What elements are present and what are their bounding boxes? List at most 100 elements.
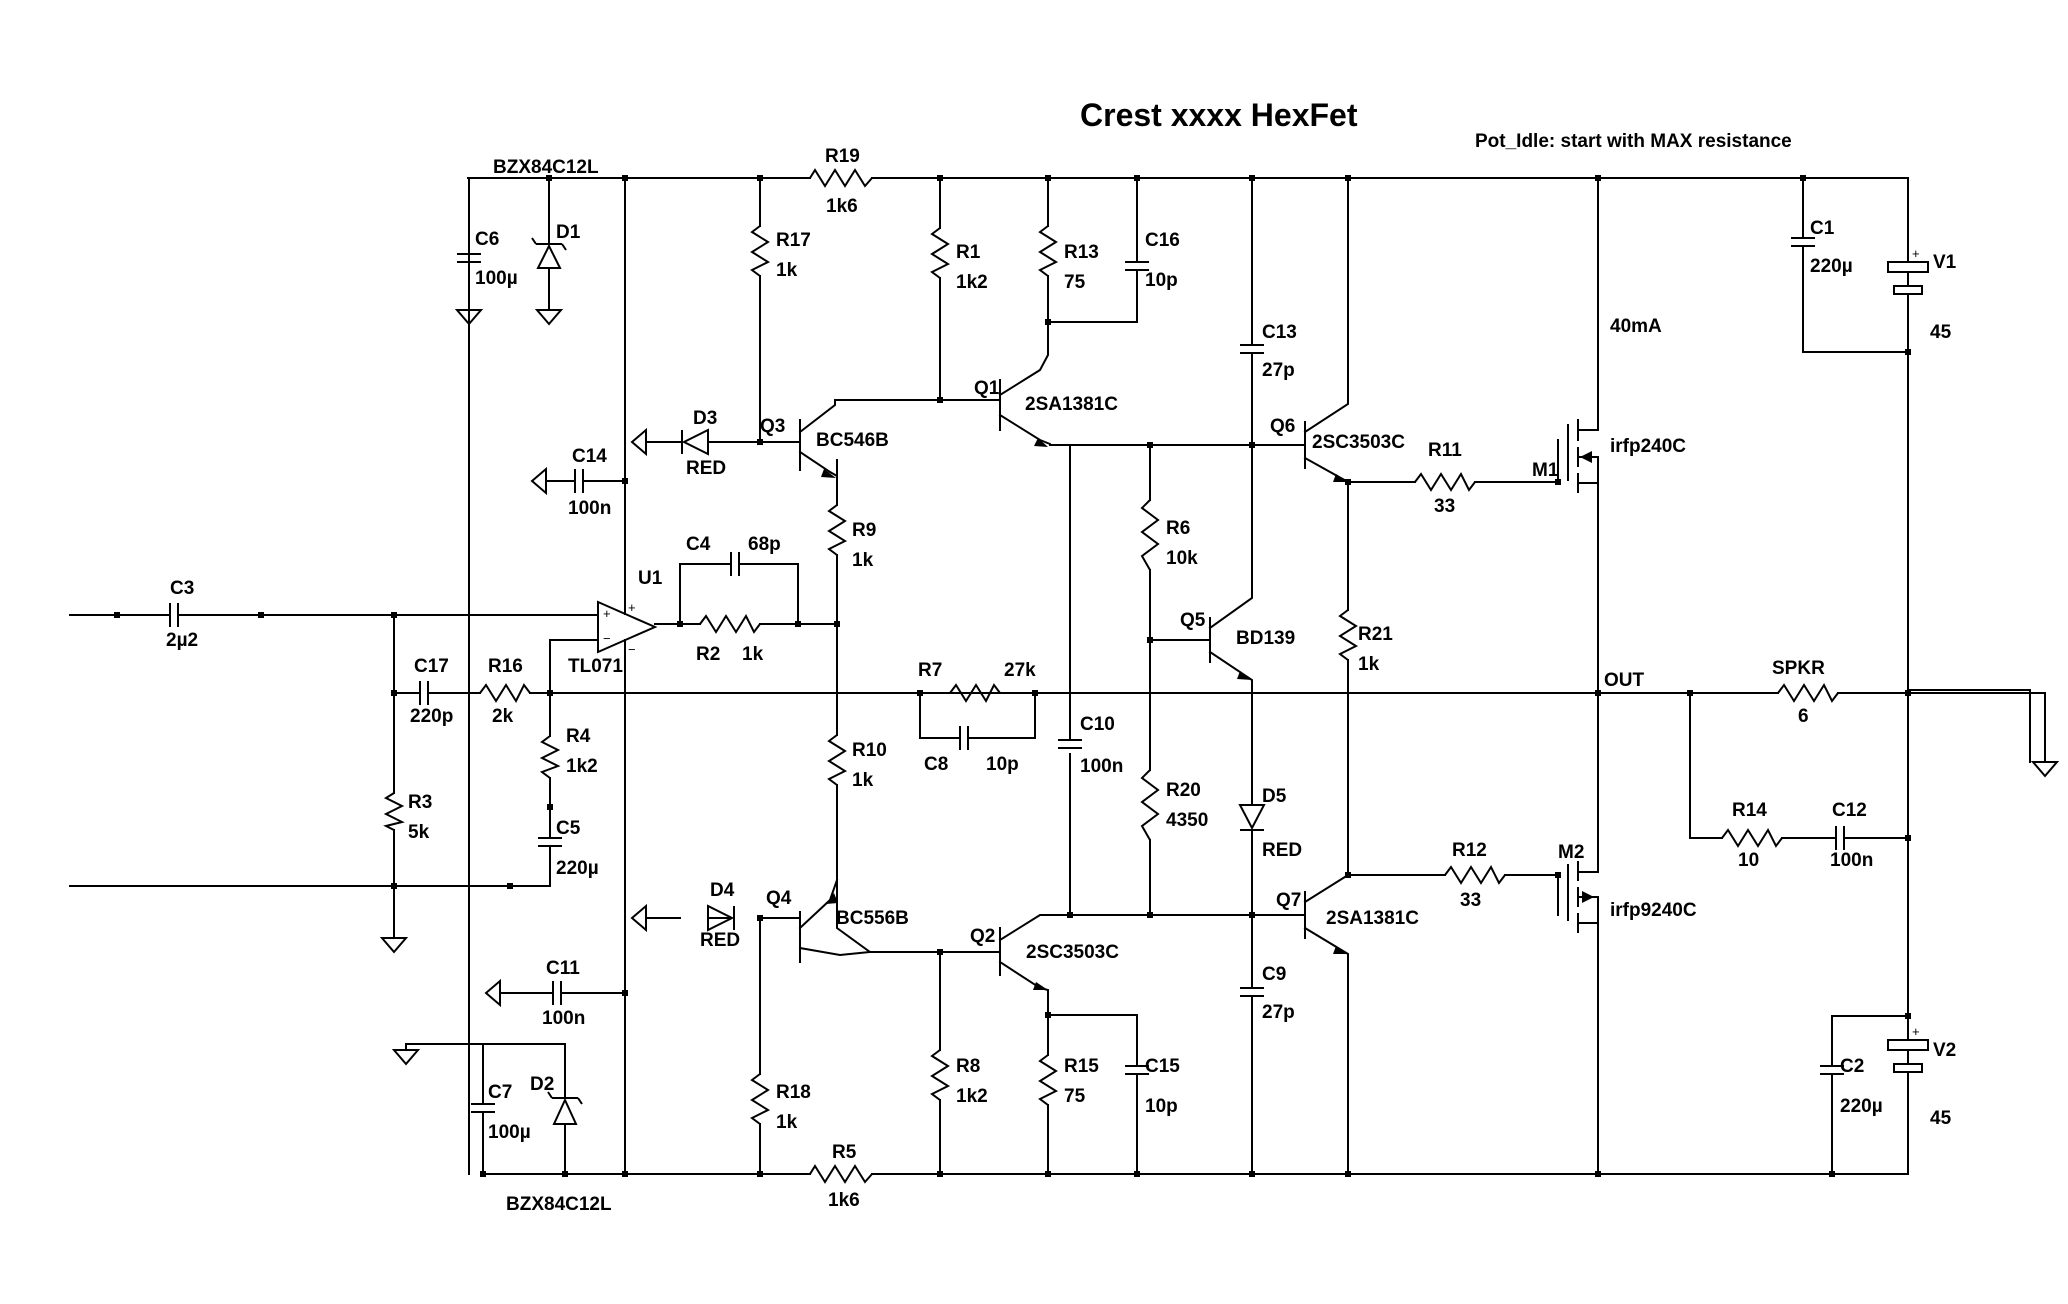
label-C1-ref: C1 bbox=[1810, 218, 1835, 239]
led-diode-D3 bbox=[681, 428, 709, 456]
capacitor-C4 bbox=[730, 552, 746, 576]
m1-body-arrow bbox=[1580, 451, 1592, 463]
label-Q7-ref: Q7 bbox=[1276, 890, 1301, 911]
ground-c7d2 bbox=[391, 1049, 421, 1066]
resistor-R14 bbox=[1721, 827, 1783, 848]
label-R3-value: 5k bbox=[408, 822, 430, 843]
label-D2-value: BZX84C12L bbox=[506, 1194, 612, 1215]
svg-text:−: − bbox=[628, 642, 636, 657]
label-C15-value: 10p bbox=[1145, 1096, 1178, 1117]
resistor-R4 bbox=[539, 735, 561, 779]
label-D4-value: RED bbox=[700, 930, 740, 951]
capacitor-C3 bbox=[169, 603, 185, 627]
label-R13-ref: R13 bbox=[1064, 242, 1099, 263]
label-D5-ref: D5 bbox=[1262, 786, 1287, 807]
resistor-R11 bbox=[1414, 471, 1476, 492]
label-D2-ref: D2 bbox=[530, 1074, 554, 1095]
label-Q1-ref: Q1 bbox=[974, 378, 1000, 399]
label-Q5-value: BD139 bbox=[1236, 628, 1295, 649]
label-R8-ref: R8 bbox=[956, 1056, 980, 1077]
label-R1-value: 1k2 bbox=[956, 272, 988, 293]
q1-emitter-arrow bbox=[1034, 438, 1048, 447]
label-C17-ref: C17 bbox=[414, 656, 449, 677]
label-Q4-ref: Q4 bbox=[766, 888, 792, 909]
q7-emitter-arrow bbox=[1333, 946, 1348, 954]
label-R19-value: 1k6 bbox=[826, 196, 858, 217]
label-R9-value: 1k bbox=[852, 550, 874, 571]
capacitor-C6 bbox=[457, 245, 481, 263]
ground-r3 bbox=[379, 937, 409, 954]
label-R9-ref: R9 bbox=[852, 520, 876, 541]
q2-emitter-arrow bbox=[1033, 982, 1048, 990]
resistor-R3 bbox=[383, 792, 405, 831]
label-C14-value: 100n bbox=[568, 498, 611, 519]
label-R10-value: 1k bbox=[852, 770, 874, 791]
label-R3-ref: R3 bbox=[408, 792, 432, 813]
svg-text:+: + bbox=[628, 600, 636, 615]
label-C5-ref: C5 bbox=[556, 818, 581, 839]
ground-c6 bbox=[454, 309, 484, 326]
junction-dots bbox=[114, 175, 1911, 1177]
label-R14-ref: R14 bbox=[1732, 800, 1767, 821]
label-R14-value: 10 bbox=[1738, 850, 1759, 871]
label-U1-value: TL071 bbox=[568, 656, 623, 677]
label-R10-ref: R10 bbox=[852, 740, 887, 761]
label-C10-ref: C10 bbox=[1080, 714, 1115, 735]
resistor-R16 bbox=[479, 683, 531, 704]
label-Q2-ref: Q2 bbox=[970, 926, 995, 947]
label-R17-value: 1k bbox=[776, 260, 798, 281]
out-node-label: OUT bbox=[1604, 670, 1645, 691]
q5-emitter-arrow bbox=[1237, 671, 1252, 680]
resistor-R6 bbox=[1140, 499, 1160, 571]
ground-c14 bbox=[530, 466, 547, 496]
label-D5-value: RED bbox=[1262, 840, 1302, 861]
ground-d1 bbox=[534, 309, 564, 326]
ground-symbols bbox=[379, 309, 2060, 1066]
label-C13-ref: C13 bbox=[1262, 322, 1297, 343]
label-Q4-value: BC556B bbox=[836, 908, 909, 929]
resistor-R20 bbox=[1140, 769, 1160, 841]
label-Q3-ref: Q3 bbox=[760, 416, 785, 437]
svg-text:+: + bbox=[1912, 246, 1920, 261]
label-C10-value: 100n bbox=[1080, 756, 1123, 777]
resistor-R18 bbox=[750, 1073, 771, 1125]
label-U1-ref: U1 bbox=[638, 568, 663, 589]
capacitor-C14 bbox=[574, 469, 590, 493]
label-C17-value: 220p bbox=[410, 706, 453, 727]
label-D1-ref: D1 bbox=[556, 222, 581, 243]
label-M2-ref: M2 bbox=[1558, 842, 1584, 863]
label-M2-value: irfp9240C bbox=[1610, 900, 1697, 921]
label-C7-ref: C7 bbox=[488, 1082, 512, 1103]
label-D3-value: RED bbox=[686, 458, 726, 479]
label-R6-ref: R6 bbox=[1166, 518, 1190, 539]
label-C16-value: 10p bbox=[1145, 270, 1178, 291]
resistor-R21 bbox=[1338, 609, 1359, 661]
label-V2-value: 45 bbox=[1930, 1108, 1952, 1129]
capacitor-C17 bbox=[419, 681, 435, 705]
label-R12-value: 33 bbox=[1460, 890, 1481, 911]
label-C2-value: 220µ bbox=[1840, 1096, 1883, 1117]
label-C12-value: 100n bbox=[1830, 850, 1873, 871]
label-R7-value: 27k bbox=[1004, 660, 1036, 681]
capacitor-C13 bbox=[1240, 344, 1264, 360]
q6-emitter-arrow bbox=[1333, 474, 1348, 482]
label-R15-ref: R15 bbox=[1064, 1056, 1099, 1077]
capacitor-C10 bbox=[1058, 727, 1082, 749]
label-C6-ref: C6 bbox=[475, 229, 499, 250]
label-V2-ref: V2 bbox=[1933, 1040, 1956, 1061]
ground-d3 bbox=[630, 427, 647, 457]
resistors bbox=[383, 168, 1839, 1184]
label-C3-ref: C3 bbox=[170, 578, 194, 599]
label-C15-ref: C15 bbox=[1145, 1056, 1180, 1077]
label-R11-value: 33 bbox=[1434, 496, 1455, 517]
label-Q1-value: 2SA1381C bbox=[1025, 394, 1118, 415]
capacitor-C15 bbox=[1125, 1065, 1149, 1081]
label-SPKR-ref: SPKR bbox=[1772, 658, 1825, 679]
capacitor-C8 bbox=[959, 726, 975, 750]
label-R20-value: 4350 bbox=[1166, 810, 1208, 831]
label-R18-value: 1k bbox=[776, 1112, 798, 1133]
label-V1-value: 45 bbox=[1930, 322, 1952, 343]
label-R19-ref: R19 bbox=[825, 146, 860, 167]
resistor-R8 bbox=[930, 1049, 951, 1101]
label-SPKR-value: 6 bbox=[1798, 706, 1809, 727]
